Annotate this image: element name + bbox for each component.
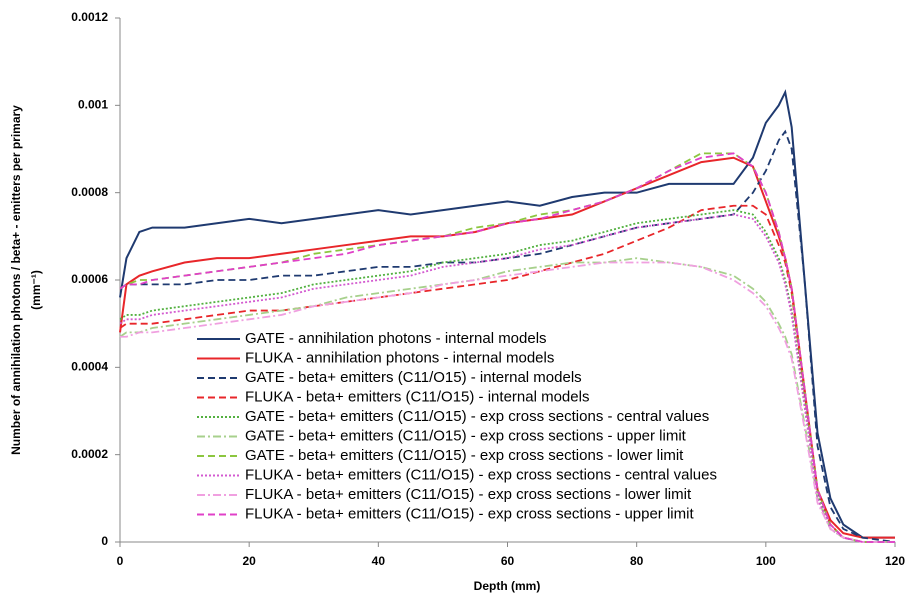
legend-label: FLUKA - annihilation photons - internal …	[245, 349, 554, 366]
legend-label: GATE - annihilation photons - internal m…	[245, 330, 547, 347]
legend-label: GATE - beta+ emitters (C11/O15) - intern…	[245, 369, 582, 386]
series-line	[119, 209, 895, 543]
x-tick-label: 0	[117, 554, 124, 568]
y-tick-label: 0.001	[78, 98, 108, 112]
y-tick-label: 0.0008	[71, 185, 108, 199]
legend-label: GATE - beta+ emitters (C11/O15) - exp cr…	[245, 447, 684, 464]
x-tick-label: 80	[630, 554, 644, 568]
y-tick-label: 0.0006	[71, 272, 108, 286]
y-tick-label: 0.0002	[71, 447, 108, 461]
legend-label: FLUKA - beta+ emitters (C11/O15) - exp c…	[245, 486, 692, 503]
x-tick-label: 100	[756, 554, 776, 568]
legend-label: FLUKA - beta+ emitters (C11/O15) - exp c…	[245, 466, 717, 483]
legend-label: FLUKA - beta+ emitters (C11/O15) - inter…	[245, 388, 589, 405]
series-line	[119, 152, 895, 543]
y-tick-label: 0.0012	[71, 10, 108, 24]
legend-label: GATE - beta+ emitters (C11/O15) - exp cr…	[245, 427, 687, 444]
series-line	[120, 261, 895, 543]
y-tick-label: 0	[101, 534, 108, 548]
y-tick-label: 0.0004	[71, 360, 108, 374]
y-axis-label-unit: (mm⁻¹)	[29, 270, 43, 310]
y-axis-label: Number of annihilation photons / beta+ -…	[9, 105, 23, 455]
series-line	[119, 152, 895, 543]
x-tick-label: 120	[885, 554, 905, 568]
x-tick-label: 20	[242, 554, 256, 568]
x-axis-label: Depth (mm)	[474, 579, 541, 593]
x-tick-label: 40	[372, 554, 386, 568]
legend-label: FLUKA - beta+ emitters (C11/O15) - exp c…	[245, 505, 694, 522]
series-line	[119, 213, 895, 543]
legend-label: GATE - beta+ emitters (C11/O15) - exp cr…	[245, 408, 709, 425]
x-tick-label: 60	[501, 554, 515, 568]
series-line	[119, 257, 895, 543]
